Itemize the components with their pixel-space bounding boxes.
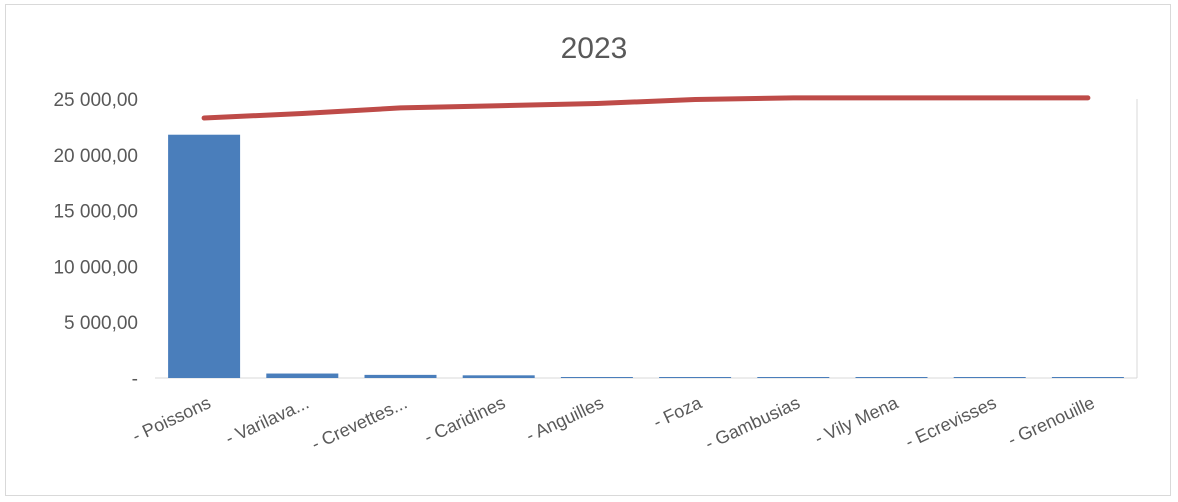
x-tick-label: - Ecrevisses bbox=[902, 392, 999, 452]
chart-axes bbox=[155, 99, 1138, 379]
bar bbox=[659, 377, 732, 378]
bar bbox=[462, 375, 535, 378]
x-tick-label: - Crevettes... bbox=[308, 392, 410, 454]
bar bbox=[364, 374, 437, 378]
x-tick-label: - Poissons bbox=[129, 392, 214, 446]
x-tick-label: - Foza bbox=[650, 392, 706, 432]
y-tick-label: 20 000,00 bbox=[53, 146, 138, 167]
bar-series bbox=[168, 134, 1124, 378]
y-tick-label: 25 000,00 bbox=[53, 90, 138, 111]
chart-title: 2023 bbox=[561, 32, 628, 65]
x-tick-label: - Gambusias bbox=[702, 392, 803, 453]
x-axis-ticks: - Poissons - Varilava...- Crevettes... - C… bbox=[129, 392, 1097, 454]
bar bbox=[1051, 377, 1124, 378]
series-line bbox=[201, 95, 1091, 121]
bar bbox=[757, 377, 830, 378]
x-tick-label: - Grenouille bbox=[1005, 392, 1098, 449]
bar bbox=[953, 377, 1026, 378]
y-tick-label: 15 000,00 bbox=[53, 202, 138, 223]
x-tick-label: - Caridines bbox=[421, 392, 508, 447]
x-tick-label: - Vily Mena bbox=[811, 392, 902, 448]
bar bbox=[168, 134, 241, 378]
line-series bbox=[201, 95, 1091, 121]
bar bbox=[855, 377, 928, 378]
x-tick-label: - Anguilles bbox=[523, 392, 607, 445]
y-tick-label: - bbox=[132, 369, 138, 390]
x-tick-label: - Varilava... bbox=[222, 392, 312, 448]
y-axis-ticks: - 5 000,00 10 000,00 15 000,00 20 000,00 25 0… bbox=[53, 90, 138, 390]
y-tick-label: 10 000,00 bbox=[53, 257, 138, 278]
bar bbox=[266, 373, 339, 378]
bar bbox=[560, 377, 633, 378]
y-tick-label: 5 000,00 bbox=[64, 313, 138, 334]
